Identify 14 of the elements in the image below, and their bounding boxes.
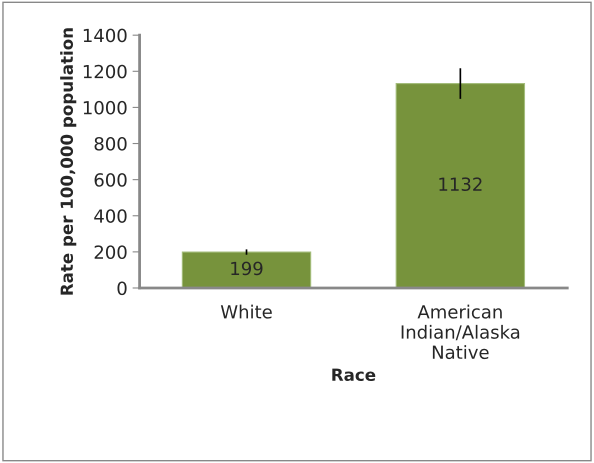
y-tick-label: 400 bbox=[94, 209, 127, 223]
y-tick-label: 1400 bbox=[84, 28, 127, 42]
y-tick-label: 1000 bbox=[84, 100, 127, 115]
x-tick-label: American Indian/Alaska Native bbox=[402, 304, 520, 360]
y-tick-label: 200 bbox=[94, 245, 127, 259]
x-axis-title: Race bbox=[332, 368, 376, 382]
y-tick-label: 800 bbox=[94, 136, 127, 151]
y-tick-label: 1200 bbox=[84, 64, 127, 78]
y-tick-label: 0 bbox=[117, 281, 127, 296]
y-tick-label: 600 bbox=[94, 173, 127, 187]
y-axis-title: Rate per 100,000 population bbox=[60, 28, 76, 295]
data-label: 1132 bbox=[439, 177, 482, 192]
x-tick-label: White bbox=[220, 304, 272, 319]
data-label: 199 bbox=[231, 262, 262, 276]
